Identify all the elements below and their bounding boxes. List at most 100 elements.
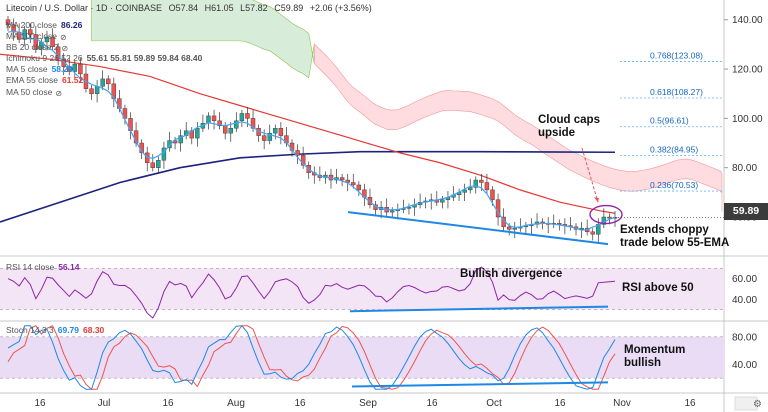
hidden-eye-icon[interactable]: ⊘ <box>60 33 67 43</box>
ma5-line <box>7 30 616 231</box>
fib-level-label: 0.5(96.61) <box>650 116 689 126</box>
candle-body <box>50 36 55 48</box>
stoch-label-text: Stoch 14 3 3 <box>6 325 54 335</box>
indicator-label: EMA 55 close <box>6 75 58 86</box>
annotation-momentum: Momentum bullish <box>624 344 686 369</box>
fib-level-label: 0.236(70.53) <box>650 180 698 190</box>
candle-body <box>11 24 16 33</box>
candle-body <box>250 118 256 129</box>
fib-level-label: 0.768(123.08) <box>650 50 703 60</box>
rsi-value: 56.14 <box>58 262 80 272</box>
candle-body <box>261 135 267 141</box>
candle-body <box>468 187 473 191</box>
candle-body <box>150 162 155 168</box>
close-value: C59.89 <box>274 3 304 13</box>
price-tick-label: 80.00 <box>732 163 757 174</box>
time-tick-label: Oct <box>486 398 502 409</box>
candle-body <box>579 227 584 230</box>
low-value: L57.82 <box>240 3 268 13</box>
candle-body <box>351 182 356 186</box>
candle-body <box>607 216 612 219</box>
stoch-d-line <box>7 325 616 390</box>
time-tick-label: 16 <box>554 398 566 409</box>
time-tick-label: 16 <box>162 398 174 409</box>
price-tick-label: 120.00 <box>732 65 763 76</box>
candle-body <box>245 113 250 119</box>
rsi-label-text: RSI 14 close <box>6 262 55 272</box>
candle-body <box>506 226 512 230</box>
candle-body <box>490 189 495 200</box>
hidden-eye-icon[interactable]: ⊘ <box>55 88 63 98</box>
stoch-d-value: 68.30 <box>83 325 105 335</box>
candle-body <box>55 46 61 60</box>
rsi-tick-label: 60.00 <box>732 274 757 285</box>
candle-body <box>167 140 172 149</box>
candle-body <box>5 19 11 25</box>
hidden-eye-icon[interactable]: ⊘ <box>61 44 69 54</box>
candle-body <box>239 113 245 122</box>
indicator-row[interactable]: BB 20 close 2 ⊘ <box>6 42 202 53</box>
candle-body <box>178 135 183 144</box>
rsi-line <box>7 266 616 319</box>
candle-body <box>267 132 272 141</box>
indicator-value: 58.29 <box>51 64 73 75</box>
time-tick-label: Nov <box>613 398 631 409</box>
candle-body <box>339 177 345 181</box>
indicator-legend: MA 200 close 86.26 MA 100 close ⊘ BB 20 clos… <box>6 20 202 98</box>
rsi-label: RSI 14 close 56.14 <box>6 262 79 272</box>
indicator-label: MA 200 close <box>6 20 58 30</box>
ema55-line <box>0 53 616 214</box>
indicator-label: MA 100 close <box>6 31 58 42</box>
time-tick-label: Jul <box>98 398 111 409</box>
indicator-label: Ichimoku 9 26 52 26 <box>6 53 83 64</box>
candle-body <box>122 108 128 119</box>
cloud-arrow-head <box>594 197 599 203</box>
stoch-tick-label: 40.00 <box>732 360 757 371</box>
indicator-value: 61.52 <box>61 75 84 86</box>
cloud-arrow <box>581 147 599 203</box>
time-tick-label: Sep <box>359 398 377 409</box>
candle-body <box>100 78 105 87</box>
settings-gear-icon[interactable]: ⚙ <box>753 399 762 410</box>
candle-body <box>44 36 50 43</box>
stoch-tick-label: 80.00 <box>732 332 757 343</box>
candle-body <box>206 115 211 124</box>
candle-body <box>228 128 233 134</box>
rsi-trend-line <box>349 305 609 313</box>
stoch-label: Stoch 14 3 3 69.79 68.30 <box>6 325 104 335</box>
candle-body <box>33 34 39 50</box>
time-axis-corner <box>734 396 758 411</box>
candle-body <box>440 199 445 203</box>
support-trend-line <box>347 211 609 246</box>
indicator-row[interactable]: EMA 55 close 61.52 <box>6 75 202 86</box>
stoch-trend-line <box>351 381 609 388</box>
stoch-k-value: 69.79 <box>57 325 80 335</box>
highlight-ellipse <box>589 204 623 225</box>
candle-body <box>406 206 412 209</box>
price-tick-label: 100.00 <box>732 114 763 125</box>
symbol-title: Litecoin / U.S. Dollar · 1D · COINBASE <box>6 3 163 13</box>
annotation-bullish-divergence: Bullish divergence <box>460 268 563 280</box>
indicator-row[interactable]: MA 100 close ⊘ <box>6 31 202 42</box>
time-tick-label: 16 <box>294 398 306 409</box>
candle-body <box>106 78 111 85</box>
candle-body <box>462 189 467 193</box>
rsi-tick-label: 40.00 <box>732 295 757 306</box>
indicator-row[interactable]: Ichimoku 9 26 52 26 55.61 55.81 59.89 59.… <box>6 53 202 64</box>
candle-body <box>295 150 300 156</box>
candle-body <box>484 182 490 191</box>
time-tick-label: 16 <box>34 398 46 409</box>
candle-body <box>161 147 167 161</box>
candle-body <box>512 227 517 230</box>
indicator-row[interactable]: MA 200 close 86.26 <box>6 20 202 31</box>
candle-body <box>89 88 94 94</box>
indicator-row[interactable]: MA 50 close ⊘ <box>6 87 202 98</box>
indicator-label: BB 20 close 2 <box>6 42 59 53</box>
indicator-row[interactable]: MA 5 close 58.29 <box>6 64 202 75</box>
indicator-value: 55.61 55.81 59.89 59.84 68.40 <box>86 53 203 64</box>
candle-body <box>78 63 83 75</box>
price-tick-label: 140.00 <box>732 15 763 26</box>
time-tick-label: 16 <box>426 398 438 409</box>
candle-body <box>28 29 33 35</box>
